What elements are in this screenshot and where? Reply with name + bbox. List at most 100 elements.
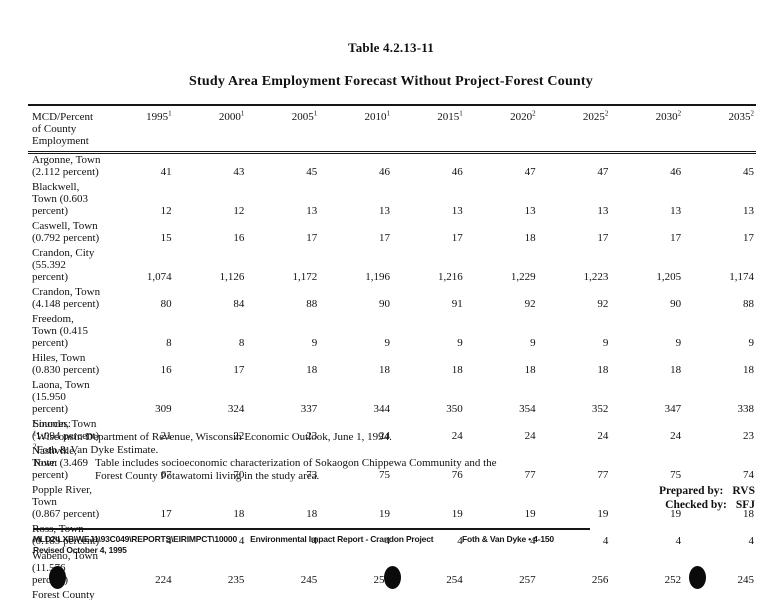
cell-value: 18 [743, 508, 754, 520]
cell-value: 350 [446, 403, 463, 415]
cell-value: 252 [664, 574, 682, 586]
cell-value: 13 [670, 205, 682, 217]
cell-value: 254 [446, 574, 463, 586]
signoff-block: Prepared by: RVS Checked by: SFJ [659, 484, 755, 512]
cell-value: 1,196 [365, 271, 390, 283]
cell-value: 19 [378, 508, 390, 520]
source-2: 2Foth & Van Dyke Estimate. [33, 442, 497, 457]
footer-revised-date: Revised October 4, 1995 [33, 545, 127, 555]
row-label: Blackwell, Town (0.603 percent) [32, 181, 89, 217]
cell-value: 256 [591, 574, 609, 586]
row-label: Laona, Town (15.950 percent) [32, 379, 90, 415]
cell-value: 9 [748, 337, 755, 349]
cell-value: 1,172 [292, 271, 318, 283]
cell-value: 2,175 [610, 589, 684, 600]
table-row: Forest County Total Employment1,9392,032… [28, 589, 756, 600]
cell-value: 8 [166, 337, 172, 349]
cell-value: 2,219 [464, 589, 538, 600]
cell-value: 88 [743, 298, 754, 310]
note: Note: Table includes socioeconomic chara… [33, 457, 497, 483]
cell-value: 12 [233, 205, 245, 217]
cell-value: 352 [591, 403, 609, 415]
cell-value: 245 [300, 574, 318, 586]
cell-value: 45 [743, 166, 754, 178]
cell-value: 75 [670, 469, 682, 481]
note-text: Table includes socioeconomic characteriz… [95, 457, 497, 483]
cell-value: 70 [233, 469, 245, 481]
footnote-2-marker: 2 [33, 442, 37, 451]
cell-value: 9 [530, 337, 536, 349]
cell-value: 13 [743, 205, 754, 217]
source-1: 1Wisconsin Department of Revenue, Wiscon… [33, 430, 497, 444]
cell-value: 1,223 [583, 271, 609, 283]
cell-value: 257 [519, 574, 536, 586]
cell-value: 9 [384, 337, 390, 349]
table-row: Crandon, City (55.392 percent) 1,074 1,126… [28, 247, 756, 286]
year-footnote-marker: 1 [386, 109, 390, 118]
cell-value: 1,205 [656, 271, 682, 283]
cell-value: 18 [451, 364, 463, 376]
cell-value: 46 [451, 166, 463, 178]
cell-value: 24 [670, 430, 682, 442]
cell-value: 45 [306, 166, 318, 178]
cell-value: 24 [451, 430, 463, 442]
cell-value: 4 [530, 535, 536, 547]
cell-value: 235 [227, 574, 245, 586]
table-row: Wabeno, Town (11.576 percent)22423524525… [28, 550, 756, 589]
table-row: Caswell, Town (0.792 percent) 15 16 17 17 17 1… [28, 220, 756, 247]
cell-value: 43 [233, 166, 245, 178]
cell-value: 1,126 [219, 271, 245, 283]
cell-value: 19 [597, 508, 609, 520]
cell-value: 4 [748, 535, 755, 547]
cell-value: 1,216 [438, 271, 463, 283]
cell-value: 22 [233, 430, 245, 442]
cell-value: 2,208 [537, 589, 611, 600]
cell-value: 324 [227, 403, 245, 415]
cell-value: 338 [737, 403, 755, 415]
cell-value: 77 [524, 469, 536, 481]
cell-value: 17 [451, 232, 463, 244]
binder-hole-left [49, 566, 66, 589]
source-1-text: Wisconsin Department of Revenue, Wiscons… [36, 431, 392, 443]
cell-value: 17 [378, 232, 390, 244]
cell-value: 23 [743, 430, 754, 442]
cell-value: 18 [233, 508, 245, 520]
cell-value: 19 [670, 508, 682, 520]
sources-label: Sources: [33, 418, 71, 430]
column-header-year: 19951 [100, 104, 174, 154]
cell-value: 24 [597, 430, 609, 442]
cell-value: 19 [451, 508, 463, 520]
cell-value: 354 [519, 403, 536, 415]
cell-value: 88 [306, 298, 318, 310]
column-header-year: 20051 [246, 104, 320, 154]
source-2-text: Foth & Van Dyke Estimate. [36, 444, 159, 456]
column-header-year: 20302 [610, 104, 684, 154]
cell-value: 16 [160, 364, 172, 376]
cell-value: 13 [451, 205, 463, 217]
cell-value: 13 [378, 205, 390, 217]
column-header-year: 20001 [173, 104, 247, 154]
note-line-2: Forest County Potawatomi living in the s… [95, 470, 320, 482]
cell-value: 344 [373, 403, 390, 415]
column-header-year: 20252 [537, 104, 611, 154]
cell-value: 4 [166, 535, 172, 547]
footer: MLD2\LXB\WEJ1\93C049\REPORTS\EIRIMPCT\10… [33, 528, 753, 555]
cell-value: 4 [457, 535, 463, 547]
cell-value: 92 [524, 298, 536, 310]
row-label: Crandon, City (55.392 percent) [32, 247, 95, 283]
cell-value: 17 [597, 232, 609, 244]
row-label: Freedom, Town (0.415 percent) [32, 313, 89, 349]
footer-page-ref: Foth & Van Dyke • 4-150 [462, 534, 554, 544]
cell-value: 18 [743, 364, 754, 376]
cell-value: 18 [524, 364, 536, 376]
cell-value: 24 [378, 430, 390, 442]
note-line-1: Table includes socioeconomic characteriz… [95, 457, 497, 469]
table-row: Popple River, Town (0.867 percent) 17 18 18 1… [28, 484, 756, 523]
footer-line-1: MLD2\LXB\WEJ1\93C049\REPORTS\EIRIMPCT\10… [33, 534, 753, 545]
cell-value: 77 [597, 469, 609, 481]
cell-value: 73 [306, 469, 318, 481]
cell-value: 4 [311, 535, 318, 547]
cell-value: 46 [378, 166, 390, 178]
